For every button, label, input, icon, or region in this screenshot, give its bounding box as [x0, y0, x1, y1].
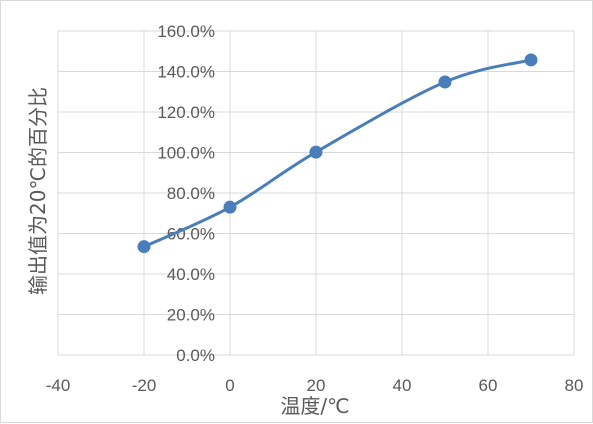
data-point — [137, 240, 151, 254]
y-tick-label: 140.0% — [157, 63, 215, 82]
x-tick-label: 40 — [393, 376, 412, 395]
y-tick-label: 120.0% — [157, 103, 215, 122]
x-tick-label: 20 — [307, 376, 326, 395]
data-point — [438, 75, 452, 89]
data-point — [223, 200, 237, 214]
y-tick-label: 20.0% — [167, 306, 215, 325]
y-tick-labels: 0.0% 20.0% 40.0% 60.0% 80.0% 100.0% 120.0% 140.… — [157, 22, 215, 365]
y-tick-label: 80.0% — [167, 184, 215, 203]
x-tick-label: -20 — [132, 376, 157, 395]
x-tick-label: -40 — [46, 376, 71, 395]
data-point — [524, 53, 538, 67]
x-tick-label: 60 — [479, 376, 498, 395]
y-tick-label: 60.0% — [167, 225, 215, 244]
series-group — [137, 53, 538, 254]
x-tick-label: 80 — [565, 376, 584, 395]
grid-lines — [57, 30, 575, 356]
y-tick-label: 100.0% — [157, 144, 215, 163]
data-point — [309, 145, 323, 159]
x-tick-label: 0 — [225, 376, 234, 395]
y-axis-title: 输出值为20℃的百分比 — [26, 87, 50, 295]
x-axis-title: 温度/℃ — [280, 394, 349, 418]
y-tick-label: 40.0% — [167, 265, 215, 284]
x-tick-labels: -40 -20 0 20 40 60 80 — [46, 376, 584, 395]
y-tick-label: 0.0% — [176, 346, 215, 365]
y-tick-label: 160.0% — [157, 22, 215, 41]
